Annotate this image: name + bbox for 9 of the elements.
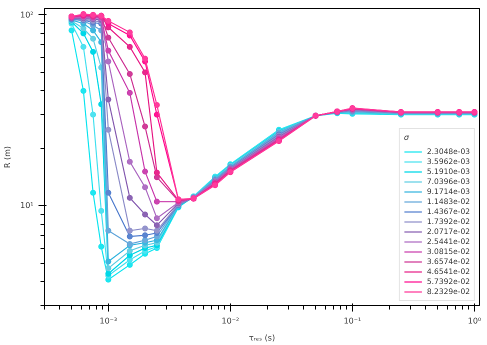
x-tick-label: 10⁻² xyxy=(222,316,240,326)
y-tick-label: 10¹ xyxy=(20,201,34,210)
x-tick-label: 10⁻¹ xyxy=(344,316,362,326)
x-tick-label: 10⁻³ xyxy=(100,316,118,326)
y-axis-title: R (m) xyxy=(3,146,12,168)
x-tick-label: 10⁰ xyxy=(468,316,482,326)
y-tick-label: 10² xyxy=(20,10,34,20)
x-axis-title: τᵣₑₛ (s) xyxy=(248,334,276,342)
legend-title: σ xyxy=(404,133,410,142)
